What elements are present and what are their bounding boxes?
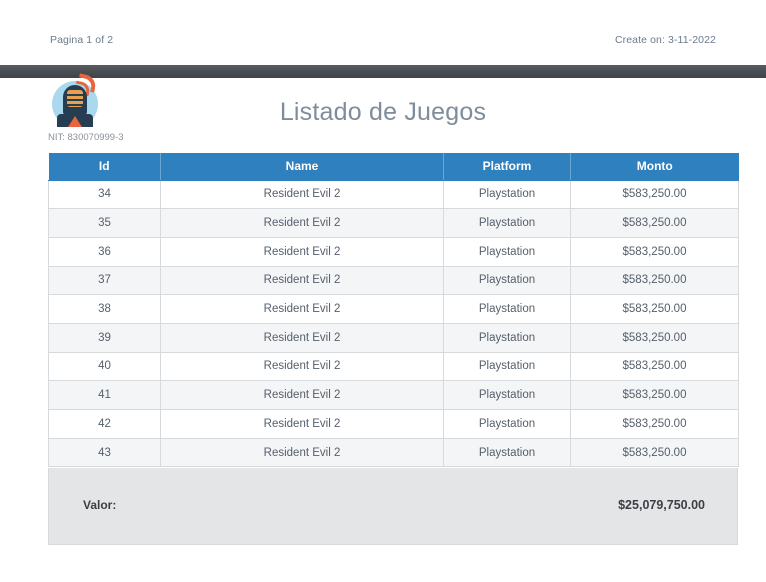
table-body: 34 Resident Evil 2 Playstation $583,250.00 3…: [48, 180, 739, 468]
brand-block: NIT: 830070999-3: [48, 73, 178, 143]
helmet-chest-triangle-shape: [68, 116, 82, 127]
cell-id: 43: [48, 438, 161, 468]
cell-id: 36: [48, 237, 161, 267]
kendo-helmet-icon: [52, 73, 98, 127]
games-table: Id Name Platform Monto 34 Resident Evil 2…: [48, 153, 739, 468]
table-row[interactable]: 39 Resident Evil 2 Playstation $583,250.00: [48, 323, 739, 353]
page-number-text: Pagina 1 of 2: [50, 34, 114, 46]
total-label: Valor:: [83, 498, 117, 512]
table-row[interactable]: 36 Resident Evil 2 Playstation $583,250.00: [48, 237, 739, 267]
cell-platform: Playstation: [443, 237, 571, 267]
brand-band: NIT: 830070999-3 Listado de Juegos: [0, 73, 766, 148]
page-header: Pagina 1 of 2 Create on: 3-11-2022: [0, 0, 766, 65]
cell-id: 41: [48, 380, 161, 410]
table-head: Id Name Platform Monto: [48, 153, 739, 181]
cell-id: 35: [48, 208, 161, 238]
report-table-container: Id Name Platform Monto 34 Resident Evil 2…: [48, 153, 739, 468]
cell-platform: Playstation: [443, 438, 571, 468]
column-header-name[interactable]: Name: [160, 153, 444, 181]
cell-id: 34: [48, 180, 161, 210]
helmet-grill-bar-shape: [67, 104, 83, 106]
header-divider-bar: [0, 65, 766, 78]
cell-name: Resident Evil 2: [160, 438, 444, 468]
cell-platform: Playstation: [443, 409, 571, 439]
created-on-text: Create on: 3-11-2022: [614, 34, 716, 46]
table-row[interactable]: 37 Resident Evil 2 Playstation $583,250.00: [48, 266, 739, 296]
column-header-platform[interactable]: Platform: [443, 153, 571, 181]
cell-name: Resident Evil 2: [160, 180, 444, 210]
table-row[interactable]: 38 Resident Evil 2 Playstation $583,250.00: [48, 294, 739, 324]
helmet-grill-shape: [67, 90, 83, 107]
cell-monto: $583,250.00: [570, 180, 739, 210]
table-header-row: Id Name Platform Monto: [48, 153, 739, 181]
table-row[interactable]: 34 Resident Evil 2 Playstation $583,250.00: [48, 180, 739, 210]
total-summary-box: Valor: $25,079,750.00: [48, 468, 738, 545]
cell-name: Resident Evil 2: [160, 237, 444, 267]
cell-name: Resident Evil 2: [160, 380, 444, 410]
cell-monto: $583,250.00: [570, 409, 739, 439]
cell-monto: $583,250.00: [570, 294, 739, 324]
column-header-monto[interactable]: Monto: [570, 153, 739, 181]
cell-name: Resident Evil 2: [160, 409, 444, 439]
table-row[interactable]: 42 Resident Evil 2 Playstation $583,250.00: [48, 409, 739, 439]
cell-monto: $583,250.00: [570, 208, 739, 238]
cell-id: 37: [48, 266, 161, 296]
cell-monto: $583,250.00: [570, 380, 739, 410]
table-row[interactable]: 43 Resident Evil 2 Playstation $583,250.00: [48, 438, 739, 468]
cell-monto: $583,250.00: [570, 352, 739, 382]
table-row[interactable]: 40 Resident Evil 2 Playstation $583,250.00: [48, 352, 739, 382]
cell-name: Resident Evil 2: [160, 208, 444, 238]
total-value: $25,079,750.00: [618, 498, 705, 512]
cell-name: Resident Evil 2: [160, 266, 444, 296]
cell-monto: $583,250.00: [570, 438, 739, 468]
cell-name: Resident Evil 2: [160, 294, 444, 324]
cell-platform: Playstation: [443, 294, 571, 324]
table-row[interactable]: 41 Resident Evil 2 Playstation $583,250.00: [48, 380, 739, 410]
cell-name: Resident Evil 2: [160, 352, 444, 382]
cell-id: 39: [48, 323, 161, 353]
cell-platform: Playstation: [443, 266, 571, 296]
cell-platform: Playstation: [443, 323, 571, 353]
cell-name: Resident Evil 2: [160, 323, 444, 353]
page-title: Listado de Juegos: [279, 98, 487, 126]
cell-id: 42: [48, 409, 161, 439]
cell-id: 38: [48, 294, 161, 324]
cell-monto: $583,250.00: [570, 323, 739, 353]
cell-platform: Playstation: [443, 380, 571, 410]
column-header-id[interactable]: Id: [48, 153, 161, 181]
cell-monto: $583,250.00: [570, 266, 739, 296]
nit-text: NIT: 830070999-3: [48, 132, 124, 143]
table-row[interactable]: 35 Resident Evil 2 Playstation $583,250.00: [48, 208, 739, 238]
cell-platform: Playstation: [443, 352, 571, 382]
cell-platform: Playstation: [443, 208, 571, 238]
cell-platform: Playstation: [443, 180, 571, 210]
cell-id: 40: [48, 352, 161, 382]
cell-monto: $583,250.00: [570, 237, 739, 267]
